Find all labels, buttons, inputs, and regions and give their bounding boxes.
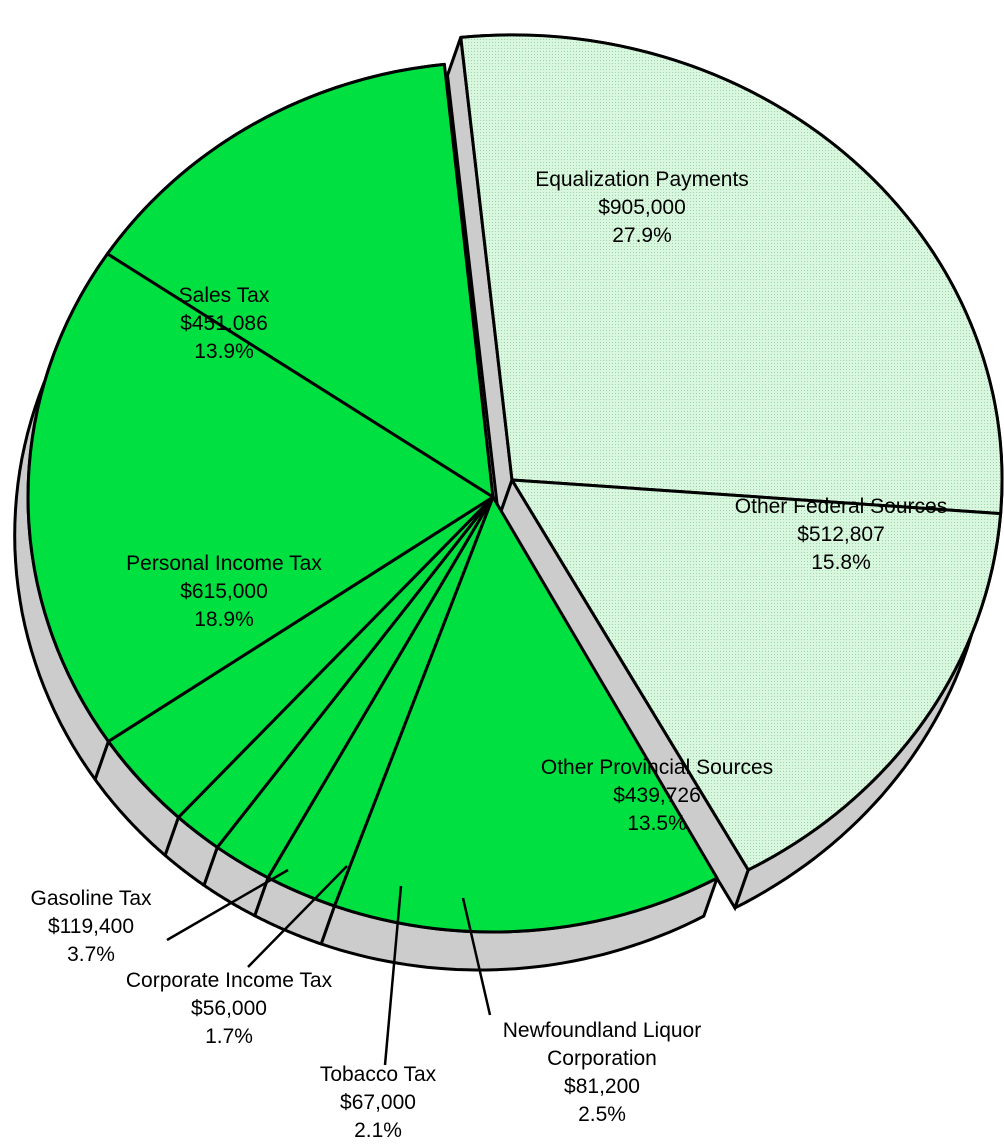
label-line: Personal Income Tax <box>126 552 322 575</box>
leader-line-tobacco-tax <box>383 885 403 1066</box>
label-line: Corporation <box>547 1047 657 1070</box>
label-line: $439,726 <box>613 784 701 807</box>
leader-line-corporate-income-tax <box>247 865 348 968</box>
label-other-federal-sources: Other Federal Sources $512,807 15.8% <box>735 495 947 574</box>
label-sales-tax: Sales Tax $451,086 13.9% <box>179 284 270 363</box>
label-line: 18.9% <box>194 608 254 631</box>
label-line: Sales Tax <box>179 284 270 307</box>
label-line: $67,000 <box>340 1091 416 1114</box>
leader-line-newfoundland-liquor-corporation <box>461 897 492 1016</box>
label-line: Newfoundland Liquor <box>503 1019 701 1042</box>
label-line: 2.5% <box>578 1103 626 1126</box>
label-line: $512,807 <box>797 523 885 546</box>
pie-slices <box>26 33 1004 934</box>
leader-lines <box>166 865 492 1066</box>
label-other-provincial-sources: Other Provincial Sources $439,726 13.5% <box>541 756 773 835</box>
slice-other-provincial-sources <box>333 495 719 934</box>
label-line: 2.1% <box>354 1119 402 1142</box>
slice-other-federal-sources <box>510 478 1003 872</box>
slice-personal-income-tax <box>26 252 495 743</box>
label-line: 3.7% <box>67 943 115 966</box>
label-personal-income-tax: Personal Income Tax $615,000 18.9% <box>126 552 322 631</box>
leader-line-gasoline-tax <box>166 868 289 942</box>
label-line: $119,400 <box>48 915 134 938</box>
label-line: $81,200 <box>564 1075 640 1098</box>
label-corporate-income-tax: Corporate Income Tax $56,000 1.7% <box>126 969 333 1048</box>
label-line: Tobacco Tax <box>320 1063 437 1086</box>
label-line: 1.7% <box>205 1025 253 1048</box>
label-line: 13.9% <box>194 340 254 363</box>
label-tobacco-tax: Tobacco Tax $67,000 2.1% <box>320 1063 437 1142</box>
label-line: 15.8% <box>811 551 871 574</box>
label-gasoline-tax: Gasoline Tax $119,400 3.7% <box>30 887 152 966</box>
label-line: 27.9% <box>612 224 672 247</box>
label-line: 13.5% <box>627 812 687 835</box>
slice-sales-tax <box>106 62 495 499</box>
label-line: Equalization Payments <box>535 168 749 191</box>
label-line: $905,000 <box>598 196 686 219</box>
label-line: Other Federal Sources <box>735 495 947 518</box>
label-line: $451,086 <box>180 312 268 335</box>
label-line: $615,000 <box>180 580 268 603</box>
label-line: Gasoline Tax <box>30 887 152 910</box>
slice-labels: Equalization Payments $905,000 27.9% Other … <box>30 168 947 1142</box>
label-line: Other Provincial Sources <box>541 756 773 779</box>
label-line: Corporate Income Tax <box>126 969 333 992</box>
label-newfoundland-liquor-corporation: Newfoundland Liquor Corporation $81,200 2.5… <box>503 1019 701 1126</box>
label-equalization-payments: Equalization Payments $905,000 27.9% <box>535 168 749 247</box>
slice-equalization-payments <box>459 33 1004 516</box>
label-line: $56,000 <box>191 997 267 1020</box>
